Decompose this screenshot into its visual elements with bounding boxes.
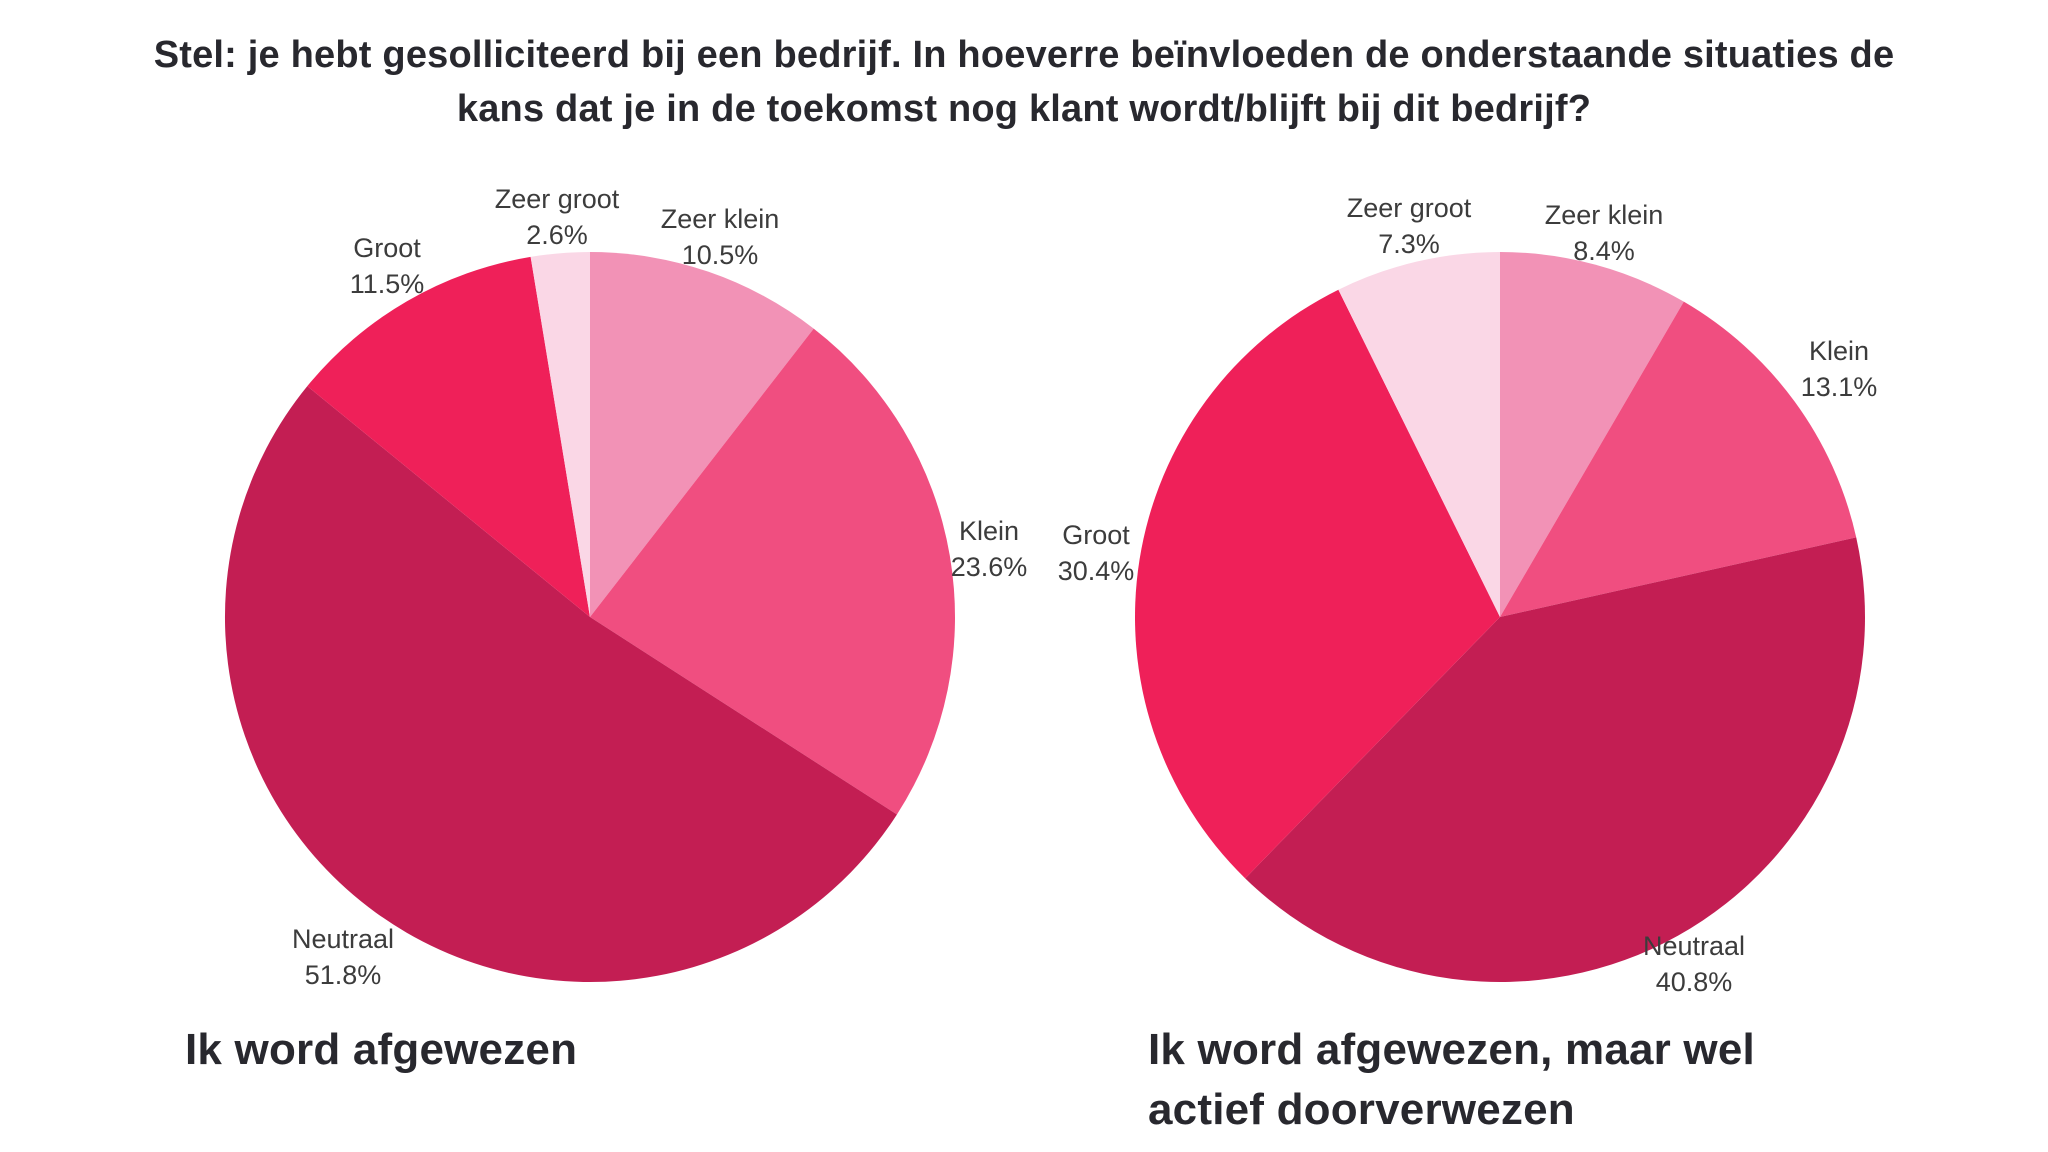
chart-title: Stel: je hebt gesolliciteerd bij een bed… (153, 34, 1895, 130)
pie-slice-neutraal (224, 386, 897, 983)
pie-slice-groot (307, 256, 590, 617)
pie-slice-zeer-groot (530, 252, 590, 617)
pie-chart-1 (1134, 252, 1866, 983)
pie-slice-zeer-klein (590, 252, 814, 617)
caption-right-chart: Ik word afgewezen, maar wel actief doorv… (1148, 1025, 1755, 1134)
pie-slice-zeer-klein (1500, 252, 1684, 617)
pie-chart-0 (224, 252, 955, 983)
pie-slice-groot (1134, 289, 1500, 879)
pie-slice-klein (590, 328, 955, 815)
pie-slice-zeer-groot (1338, 252, 1500, 617)
pie-slice-neutraal (1245, 537, 1866, 983)
caption-left-chart: Ik word afgewezen (185, 1025, 578, 1074)
pie-slice-klein (1500, 301, 1857, 617)
